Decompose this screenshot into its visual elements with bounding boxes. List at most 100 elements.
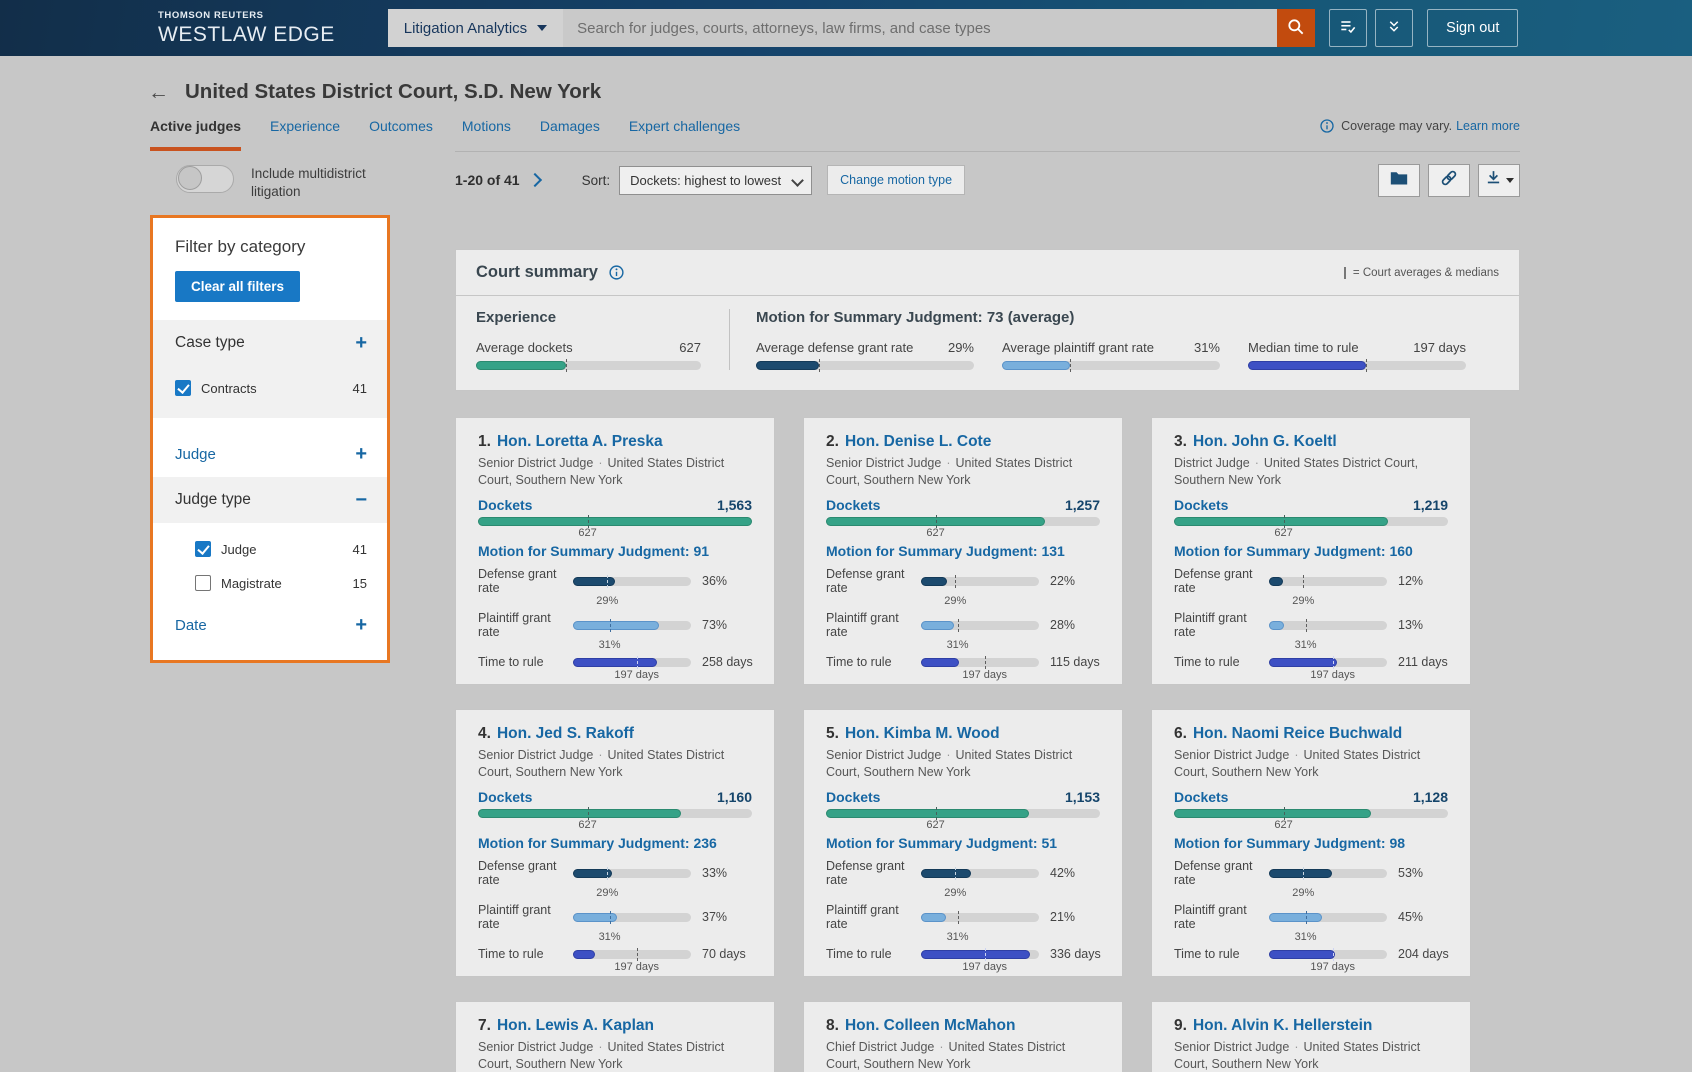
marker-label-row: 29% bbox=[921, 887, 1039, 900]
back-arrow-icon[interactable]: ← bbox=[148, 80, 169, 104]
judge-court: United States District Court, Southern N… bbox=[826, 456, 1073, 487]
time-to-rule-label: Time to rule bbox=[478, 655, 544, 670]
judge-name-link[interactable]: Hon. Naomi Reice Buchwald bbox=[1192, 725, 1403, 742]
judge-card: 3. Hon. John G. Koeltl District Judge · Uni… bbox=[1151, 417, 1471, 685]
judge-card: 7. Hon. Lewis A. Kaplan Senior District J… bbox=[455, 1001, 775, 1072]
judge-name-row: 7. Hon. Lewis A. Kaplan bbox=[478, 1017, 752, 1035]
dockets-value: 1,257 bbox=[1064, 497, 1100, 514]
judge-name-link[interactable]: Hon. Lewis A. Kaplan bbox=[496, 1017, 654, 1034]
contracts-checkbox[interactable] bbox=[175, 380, 191, 397]
metric-value: 29% bbox=[947, 340, 974, 355]
judge-subtitle: Senior District Judge · United States Dist… bbox=[826, 455, 1100, 488]
clear-all-filters-button[interactable]: Clear all filters bbox=[175, 271, 301, 303]
learn-more-link[interactable]: Learn more bbox=[1456, 119, 1520, 133]
collapse-icon[interactable]: − bbox=[355, 489, 367, 512]
case-type-header[interactable]: Case type + bbox=[153, 320, 387, 366]
msj-metrics: Average defense grant rate 29% bbox=[756, 326, 1499, 372]
judge-section-header[interactable]: Judge + bbox=[153, 431, 387, 477]
time-to-rule-bar bbox=[573, 655, 691, 669]
folder-button[interactable] bbox=[1378, 163, 1420, 197]
judge-name-link[interactable]: Hon. Kimba M. Wood bbox=[844, 725, 1000, 742]
judge-title: Senior District Judge bbox=[478, 1040, 594, 1054]
court-average-marker bbox=[935, 807, 937, 821]
tab-experience[interactable]: Experience bbox=[270, 118, 341, 134]
search-button[interactable] bbox=[1277, 9, 1316, 47]
expand-icon[interactable]: + bbox=[355, 443, 367, 466]
judge-type-header-bg: Judge type − bbox=[153, 477, 387, 524]
tab-motions[interactable]: Motions bbox=[461, 118, 511, 134]
marker-label-row: 31% bbox=[921, 639, 1039, 652]
download-button[interactable] bbox=[1478, 163, 1520, 197]
time-to-rule-row: Time to rule 211 days bbox=[1174, 655, 1448, 669]
magistrate-checkbox[interactable] bbox=[195, 575, 211, 592]
multidistrict-toggle[interactable] bbox=[176, 165, 234, 193]
judge-card: 2. Hon. Denise L. Cote Senior District Ju… bbox=[803, 417, 1123, 685]
magistrate-count: 15 bbox=[352, 575, 367, 591]
marker-label-row: 31% bbox=[1269, 931, 1387, 944]
metric-plaintiff: Average plaintiff grant rate 31% bbox=[1002, 326, 1220, 372]
judge-name-link[interactable]: Hon. Alvin K. Hellerstein bbox=[1192, 1017, 1373, 1034]
judge-name-link[interactable]: Hon. Jed S. Rakoff bbox=[496, 725, 634, 742]
judge-card: 4. Hon. Jed S. Rakoff Senior District Jud… bbox=[455, 709, 775, 977]
judge-rank: 4. bbox=[478, 725, 491, 742]
defense-grant-rate-row: Defense grant rate 12% bbox=[1174, 567, 1448, 595]
copy-link-button[interactable] bbox=[1428, 163, 1470, 197]
plaintiff-grant-rate-label: Plaintiff grant rate bbox=[1174, 611, 1247, 640]
legend: = Court averages & medians bbox=[1343, 266, 1499, 279]
court-average-value: 627 bbox=[578, 527, 597, 540]
metric-label: Median time to rule bbox=[1248, 340, 1359, 355]
msj-column: Motion for Summary Judgment: 73 (average… bbox=[756, 309, 1499, 372]
plaintiff-grant-rate-bar bbox=[921, 910, 1039, 924]
expand-icon[interactable]: + bbox=[355, 614, 367, 637]
judge-section-label: Judge bbox=[175, 445, 216, 463]
defense-grant-rate-label: Defense grant rate bbox=[826, 859, 905, 888]
court-average-marker bbox=[955, 866, 957, 880]
dockets-bar bbox=[478, 807, 752, 821]
court-average-value: 31% bbox=[598, 639, 621, 652]
legend-text: = Court averages & medians bbox=[1352, 266, 1499, 279]
judge-name-link[interactable]: Hon. John G. Koeltl bbox=[1192, 433, 1337, 450]
judge-name-link[interactable]: Hon. Colleen McMahon bbox=[844, 1017, 1016, 1034]
judge-court: United States District Court, Southern N… bbox=[478, 456, 725, 487]
experience-heading: Experience bbox=[476, 309, 557, 326]
tab-outcomes[interactable]: Outcomes bbox=[369, 118, 433, 134]
avg-dockets-label: Average dockets bbox=[476, 340, 573, 355]
plaintiff-grant-rate-row: Plaintiff grant rate 73% bbox=[478, 611, 752, 639]
next-page-chevron-icon[interactable] bbox=[527, 172, 542, 188]
tab-expert-challenges[interactable]: Expert challenges bbox=[628, 118, 741, 134]
expand-icon[interactable]: + bbox=[355, 332, 367, 355]
judge-subtitle: Senior District Judge · United States Dist… bbox=[478, 1039, 752, 1072]
judge-subtitle: Senior District Judge · United States Dist… bbox=[1174, 747, 1448, 780]
court-average-value: 29% bbox=[596, 887, 619, 900]
date-section-header[interactable]: Date + bbox=[153, 607, 387, 648]
expand-more-button[interactable] bbox=[1375, 9, 1414, 47]
judge-type-header[interactable]: Judge type − bbox=[153, 477, 387, 523]
time-to-rule-value: 204 days bbox=[1398, 947, 1449, 962]
court-average-value: 31% bbox=[946, 931, 969, 944]
dot-separator: · bbox=[598, 456, 603, 470]
dockets-row: Dockets 1,219 bbox=[1174, 497, 1448, 513]
judge-name-link[interactable]: Hon. Loretta A. Preska bbox=[496, 433, 663, 450]
court-average-value: 29% bbox=[1292, 887, 1315, 900]
judge-court: United States District Court, Southern N… bbox=[1174, 1040, 1421, 1071]
court-average-marker bbox=[566, 359, 567, 372]
judge-subtitle: Senior District Judge · United States Dist… bbox=[478, 747, 752, 780]
search-input[interactable] bbox=[563, 9, 1278, 47]
judge-checkbox[interactable] bbox=[195, 541, 211, 558]
avg-dockets-bar bbox=[476, 359, 701, 372]
tab-active-judges[interactable]: Active judges bbox=[150, 118, 242, 151]
dockets-label: Dockets bbox=[1174, 789, 1229, 806]
change-motion-type-button[interactable]: Change motion type bbox=[827, 165, 966, 195]
sign-out-button[interactable]: Sign out bbox=[1427, 9, 1519, 47]
court-average-marker bbox=[607, 866, 609, 880]
court-summary-body: Experience Average dockets 627 Motion fo… bbox=[456, 296, 1519, 390]
judge-rank: 8. bbox=[826, 1017, 839, 1034]
research-history-button[interactable] bbox=[1329, 9, 1368, 47]
info-icon[interactable] bbox=[608, 264, 625, 281]
sidebar: Include multidistrict litigation Filter … bbox=[150, 151, 390, 664]
tab-damages[interactable]: Damages bbox=[539, 118, 600, 134]
product-menu-dropdown[interactable]: Litigation Analytics bbox=[387, 9, 564, 47]
court-average-marker bbox=[935, 515, 937, 529]
judge-name-link[interactable]: Hon. Denise L. Cote bbox=[844, 433, 992, 450]
sort-select[interactable]: Dockets: highest to lowest bbox=[619, 165, 813, 195]
